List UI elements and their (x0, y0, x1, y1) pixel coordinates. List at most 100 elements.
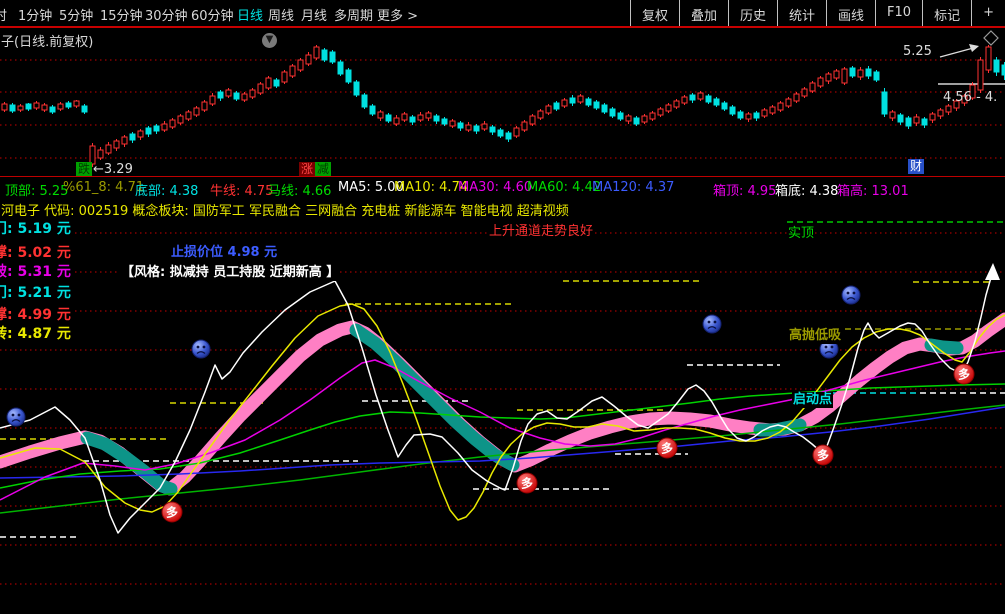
candle-body (825, 73, 832, 82)
candle-body (329, 51, 336, 63)
candle-body (529, 115, 536, 125)
candle-body (737, 111, 744, 119)
trend-up-arrowhead (985, 263, 1000, 280)
line-ma-yellow (0, 303, 1005, 521)
candle-body (305, 54, 312, 65)
candle-body (89, 145, 96, 165)
finance-badge: 财 (908, 159, 924, 174)
candle-body (377, 111, 384, 119)
candle-body (801, 88, 808, 97)
candle-body (753, 112, 760, 119)
candle-body (969, 84, 976, 99)
candle-body (185, 111, 192, 120)
toolbar-period-3[interactable]: 15分钟 (100, 9, 143, 24)
toolbar-period-2[interactable]: 5分钟 (59, 9, 94, 24)
candle-body (649, 112, 656, 120)
toolbar-action-5[interactable]: F10 (875, 0, 922, 26)
candle-body (489, 126, 496, 133)
toolbar-action-6[interactable]: 标记 (922, 0, 971, 26)
candle-body (81, 105, 88, 113)
candle-body (521, 121, 528, 131)
diamond-icon[interactable] (983, 30, 999, 46)
candle-body (625, 115, 632, 122)
candle-body (641, 115, 648, 123)
candle-body (297, 59, 304, 71)
candle-body (169, 119, 176, 128)
buy-signal-marker: 多 (656, 437, 678, 459)
candle-body (673, 100, 680, 108)
candle-body (857, 69, 864, 78)
candle-body (257, 83, 264, 94)
toolbar-period-0[interactable]: 时 (0, 9, 8, 24)
candle-body (929, 113, 936, 121)
stock-info-row: 河电子 代码: 002519 概念板块: 国防军工 军民融合 三网融合 充电桩 … (1, 200, 569, 219)
candle-body (313, 46, 320, 59)
candle-body (1, 103, 8, 111)
candle-body (481, 123, 488, 130)
candle-body (337, 61, 344, 75)
toolbar-period-5[interactable]: 60分钟 (191, 9, 234, 24)
candle-body (593, 101, 600, 109)
indicator-value-8: MA60: 4.42 (527, 180, 602, 195)
candle-body (345, 69, 352, 83)
candle-body (545, 105, 552, 114)
svg-text:多: 多 (817, 448, 829, 463)
candle-body (281, 71, 288, 83)
candle-body (97, 149, 104, 159)
toolbar-period-1[interactable]: 1分钟 (18, 9, 53, 24)
toolbar-period-10[interactable]: 更多 > (377, 9, 419, 24)
toolbar-action-1[interactable]: 叠加 (678, 0, 728, 26)
toolbar-period-8[interactable]: 月线 (301, 9, 328, 24)
uptrend-label: 上升通道走势良好 (488, 224, 595, 240)
candle-body (993, 59, 1000, 73)
period-toolbar: 时 1分钟 5分钟 15分钟 30分钟 60分钟 日线 周线 月线 多周期 更多 > 复权 叠加 历史统… (0, 0, 1005, 28)
sad-face-icon (841, 285, 861, 305)
candle-body (225, 89, 232, 97)
candle-body (721, 102, 728, 110)
toolbar-period-7[interactable]: 周线 (268, 9, 295, 24)
candle-body (953, 100, 960, 109)
toolbar-period-6[interactable]: 日线 (237, 9, 264, 24)
chevron-down-icon[interactable]: ▼ (262, 33, 277, 48)
toolbar-action-4[interactable]: 画线 (826, 0, 875, 26)
candle-body (553, 102, 560, 110)
reduce-badge: 减 (315, 162, 331, 177)
indicator-value-7: MA30: 4.60 (458, 180, 533, 195)
candle-body (505, 132, 512, 140)
candle-body (889, 111, 896, 119)
toolbar-period-9[interactable]: 多周期 (334, 9, 374, 24)
candle-body (153, 125, 160, 132)
candle-body (513, 127, 520, 137)
buy-signal-marker: 多 (953, 363, 975, 385)
candle-body (193, 107, 200, 116)
toolbar-action-3[interactable]: 统计 (777, 0, 826, 26)
indicator-values-row: 顶部: 5.25 %61_8: 4.71 底部: 4.38 牛线: 4.75 马线: 4… (0, 176, 1005, 199)
candle-body (897, 114, 904, 123)
toolbar-period-4[interactable]: 30分钟 (145, 9, 188, 24)
low-price-label: ←3.29 (93, 162, 133, 177)
candle-body (129, 133, 136, 141)
candle-body (217, 91, 224, 99)
toolbar-action-7[interactable]: + (971, 0, 1005, 26)
candle-body (865, 68, 872, 77)
candle-body (105, 144, 112, 154)
candle-body (17, 105, 24, 111)
line-ma-magenta (0, 350, 1005, 501)
indicator-value-3: 牛线: 4.75 (210, 184, 274, 199)
candle-body (657, 108, 664, 116)
indicator-lines (0, 271, 1005, 534)
toolbar-action-2[interactable]: 历史 (728, 0, 777, 26)
chart-title: 子(日线.前复权) (1, 35, 94, 50)
toolbar-action-0[interactable]: 复权 (629, 0, 679, 26)
buy-signal-marker: 多 (516, 472, 538, 494)
candle-body (145, 127, 152, 135)
candle-body (457, 122, 464, 129)
candle-body (65, 102, 72, 108)
candle-body (777, 102, 784, 111)
chart-annotations: 多多多 多多 (6, 30, 1000, 523)
candle-body (465, 124, 472, 131)
svg-text:多: 多 (661, 441, 673, 456)
candle-body (417, 114, 424, 121)
